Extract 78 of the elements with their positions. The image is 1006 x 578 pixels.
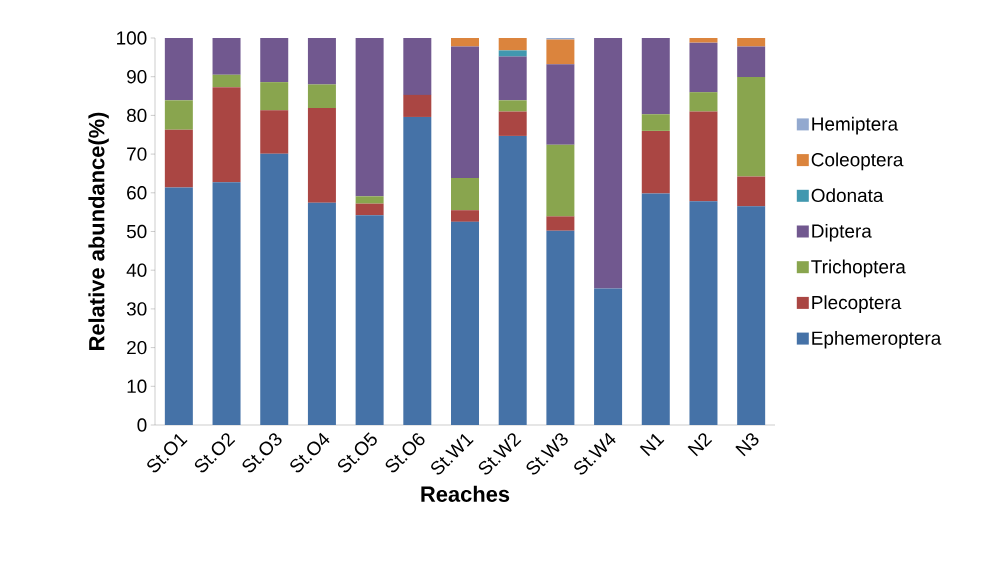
bar bbox=[546, 144, 575, 217]
bar bbox=[451, 178, 479, 211]
bar bbox=[403, 94, 432, 117]
bar bbox=[737, 38, 766, 47]
bar bbox=[355, 215, 384, 425]
bar bbox=[689, 42, 718, 93]
legend-label: Hemiptera bbox=[812, 116, 899, 135]
bar bbox=[307, 84, 336, 109]
bar bbox=[260, 82, 289, 111]
bar bbox=[164, 129, 193, 188]
x-tick-label: N3 bbox=[735, 433, 759, 457]
bar bbox=[260, 110, 289, 154]
x-tick-label: N2 bbox=[687, 433, 713, 457]
y-tick-label: 20 bbox=[127, 340, 147, 355]
bar bbox=[307, 108, 336, 203]
bar bbox=[498, 56, 527, 101]
bar bbox=[689, 38, 718, 43]
y-tick-label: 0 bbox=[137, 418, 147, 432]
legend-label: Plecoptera bbox=[812, 295, 902, 313]
bar bbox=[498, 100, 527, 112]
x-axis-title: Reaches bbox=[421, 485, 510, 502]
bar bbox=[546, 230, 575, 425]
bar bbox=[689, 111, 718, 202]
y-tick-label: 60 bbox=[127, 186, 147, 200]
legend-label: Coleoptera bbox=[811, 152, 904, 171]
bar bbox=[641, 130, 670, 194]
bar bbox=[451, 221, 479, 425]
legend-label: Odonata bbox=[811, 188, 884, 203]
bar bbox=[737, 206, 766, 425]
bar bbox=[164, 187, 193, 425]
bar bbox=[355, 38, 384, 197]
bar bbox=[212, 74, 241, 88]
y-tick-label: 30 bbox=[126, 302, 147, 316]
bar bbox=[260, 38, 289, 83]
bar bbox=[451, 38, 479, 47]
bar bbox=[307, 38, 336, 85]
bar bbox=[689, 201, 718, 425]
bar bbox=[641, 193, 670, 425]
bar bbox=[355, 203, 384, 216]
y-tick-label: 50 bbox=[126, 224, 147, 239]
bar bbox=[737, 176, 766, 207]
bar bbox=[498, 50, 527, 57]
bar bbox=[689, 92, 718, 112]
bar bbox=[451, 46, 479, 179]
bar bbox=[594, 288, 623, 425]
bar bbox=[307, 202, 336, 425]
bar bbox=[737, 46, 766, 78]
bar bbox=[403, 116, 432, 425]
bar bbox=[212, 38, 241, 75]
y-tick-label: 40 bbox=[126, 263, 147, 277]
y-tick-label: 100 bbox=[117, 31, 147, 45]
y-tick-label: 80 bbox=[127, 108, 147, 123]
y-axis-title: Relative abundance(%) bbox=[88, 112, 109, 350]
bar bbox=[212, 182, 241, 425]
bar bbox=[212, 87, 241, 183]
bar bbox=[355, 196, 384, 204]
bar bbox=[498, 135, 527, 425]
bar bbox=[594, 38, 623, 289]
bar bbox=[737, 77, 766, 177]
legend-label: Ephemeroptera bbox=[812, 330, 942, 349]
y-tick-label: 90 bbox=[127, 69, 147, 84]
bar bbox=[451, 210, 479, 222]
bar bbox=[546, 39, 575, 65]
x-tick-label: N1 bbox=[639, 433, 665, 457]
legend-label: Diptera bbox=[812, 223, 872, 242]
bar bbox=[641, 114, 670, 131]
bar bbox=[164, 38, 193, 101]
bar bbox=[164, 100, 193, 130]
bar bbox=[498, 111, 527, 136]
bar bbox=[498, 38, 527, 51]
bar bbox=[403, 38, 432, 95]
y-tick-label: 10 bbox=[127, 379, 147, 393]
bar bbox=[546, 216, 575, 231]
bar bbox=[546, 64, 575, 145]
legend-label: Trichoptera bbox=[811, 259, 906, 278]
bar bbox=[641, 38, 670, 115]
y-tick-label: 70 bbox=[127, 147, 147, 161]
bar bbox=[260, 153, 289, 425]
